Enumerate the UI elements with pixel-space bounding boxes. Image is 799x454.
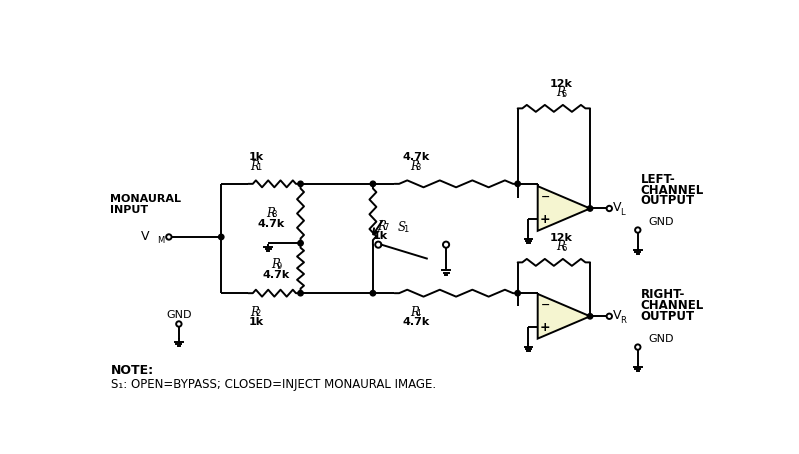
Circle shape <box>219 234 224 240</box>
Text: R: R <box>250 306 260 319</box>
Polygon shape <box>538 294 590 339</box>
Text: 1k: 1k <box>373 231 388 241</box>
Text: 1k: 1k <box>248 317 264 327</box>
Text: S: S <box>398 221 406 234</box>
Text: 1: 1 <box>256 163 261 172</box>
Circle shape <box>298 241 304 246</box>
Circle shape <box>298 181 304 187</box>
Text: 3: 3 <box>415 163 420 172</box>
Text: 8: 8 <box>272 210 276 219</box>
Text: 9: 9 <box>276 262 282 271</box>
Text: V: V <box>141 230 149 243</box>
Text: V: V <box>613 309 622 322</box>
Text: 4.7k: 4.7k <box>403 152 430 162</box>
Circle shape <box>587 206 593 211</box>
Text: 6: 6 <box>562 244 567 253</box>
Circle shape <box>587 314 593 319</box>
Text: NOTE:: NOTE: <box>111 364 154 377</box>
Text: 4.7k: 4.7k <box>262 271 289 281</box>
Text: R: R <box>556 241 565 253</box>
Text: 4.7k: 4.7k <box>403 317 430 327</box>
Text: CHANNEL: CHANNEL <box>641 299 704 312</box>
Text: OUTPUT: OUTPUT <box>641 194 695 207</box>
Circle shape <box>515 291 520 296</box>
Text: M: M <box>157 237 165 245</box>
Text: R: R <box>620 316 626 325</box>
Text: +: + <box>540 213 551 226</box>
Text: LEFT-: LEFT- <box>641 173 676 186</box>
Text: −: − <box>541 300 550 310</box>
Text: 4.7k: 4.7k <box>257 219 285 229</box>
Text: S₁: OPEN=BYPASS; CLOSED=INJECT MONAURAL IMAGE.: S₁: OPEN=BYPASS; CLOSED=INJECT MONAURAL … <box>111 378 436 390</box>
Text: RIGHT-: RIGHT- <box>641 288 686 301</box>
Circle shape <box>515 181 520 187</box>
Text: 7: 7 <box>383 223 388 232</box>
Circle shape <box>370 181 376 187</box>
Text: R: R <box>250 160 260 173</box>
Text: +: + <box>540 321 551 334</box>
Text: GND: GND <box>649 335 674 345</box>
Circle shape <box>298 291 304 296</box>
Text: 1: 1 <box>403 225 408 234</box>
Text: R: R <box>378 220 387 233</box>
Polygon shape <box>538 186 590 231</box>
Text: INPUT: INPUT <box>109 205 148 215</box>
Circle shape <box>370 291 376 296</box>
Text: 12k: 12k <box>551 79 573 89</box>
Text: V: V <box>613 201 622 214</box>
Text: 4: 4 <box>415 310 420 318</box>
Text: GND: GND <box>649 217 674 227</box>
Text: 1k: 1k <box>248 152 264 162</box>
Text: GND: GND <box>166 310 192 320</box>
Text: R: R <box>272 258 280 271</box>
Text: 12k: 12k <box>551 233 573 243</box>
Text: 2: 2 <box>256 310 261 318</box>
Text: OUTPUT: OUTPUT <box>641 310 695 323</box>
Text: R: R <box>556 86 565 99</box>
Text: −: − <box>541 192 550 202</box>
Text: R: R <box>410 160 419 173</box>
Text: 5: 5 <box>562 90 566 99</box>
Text: L: L <box>620 208 625 217</box>
Text: R: R <box>266 207 275 220</box>
Text: R: R <box>410 306 419 319</box>
Text: MONAURAL: MONAURAL <box>109 194 181 204</box>
Text: CHANNEL: CHANNEL <box>641 183 704 197</box>
